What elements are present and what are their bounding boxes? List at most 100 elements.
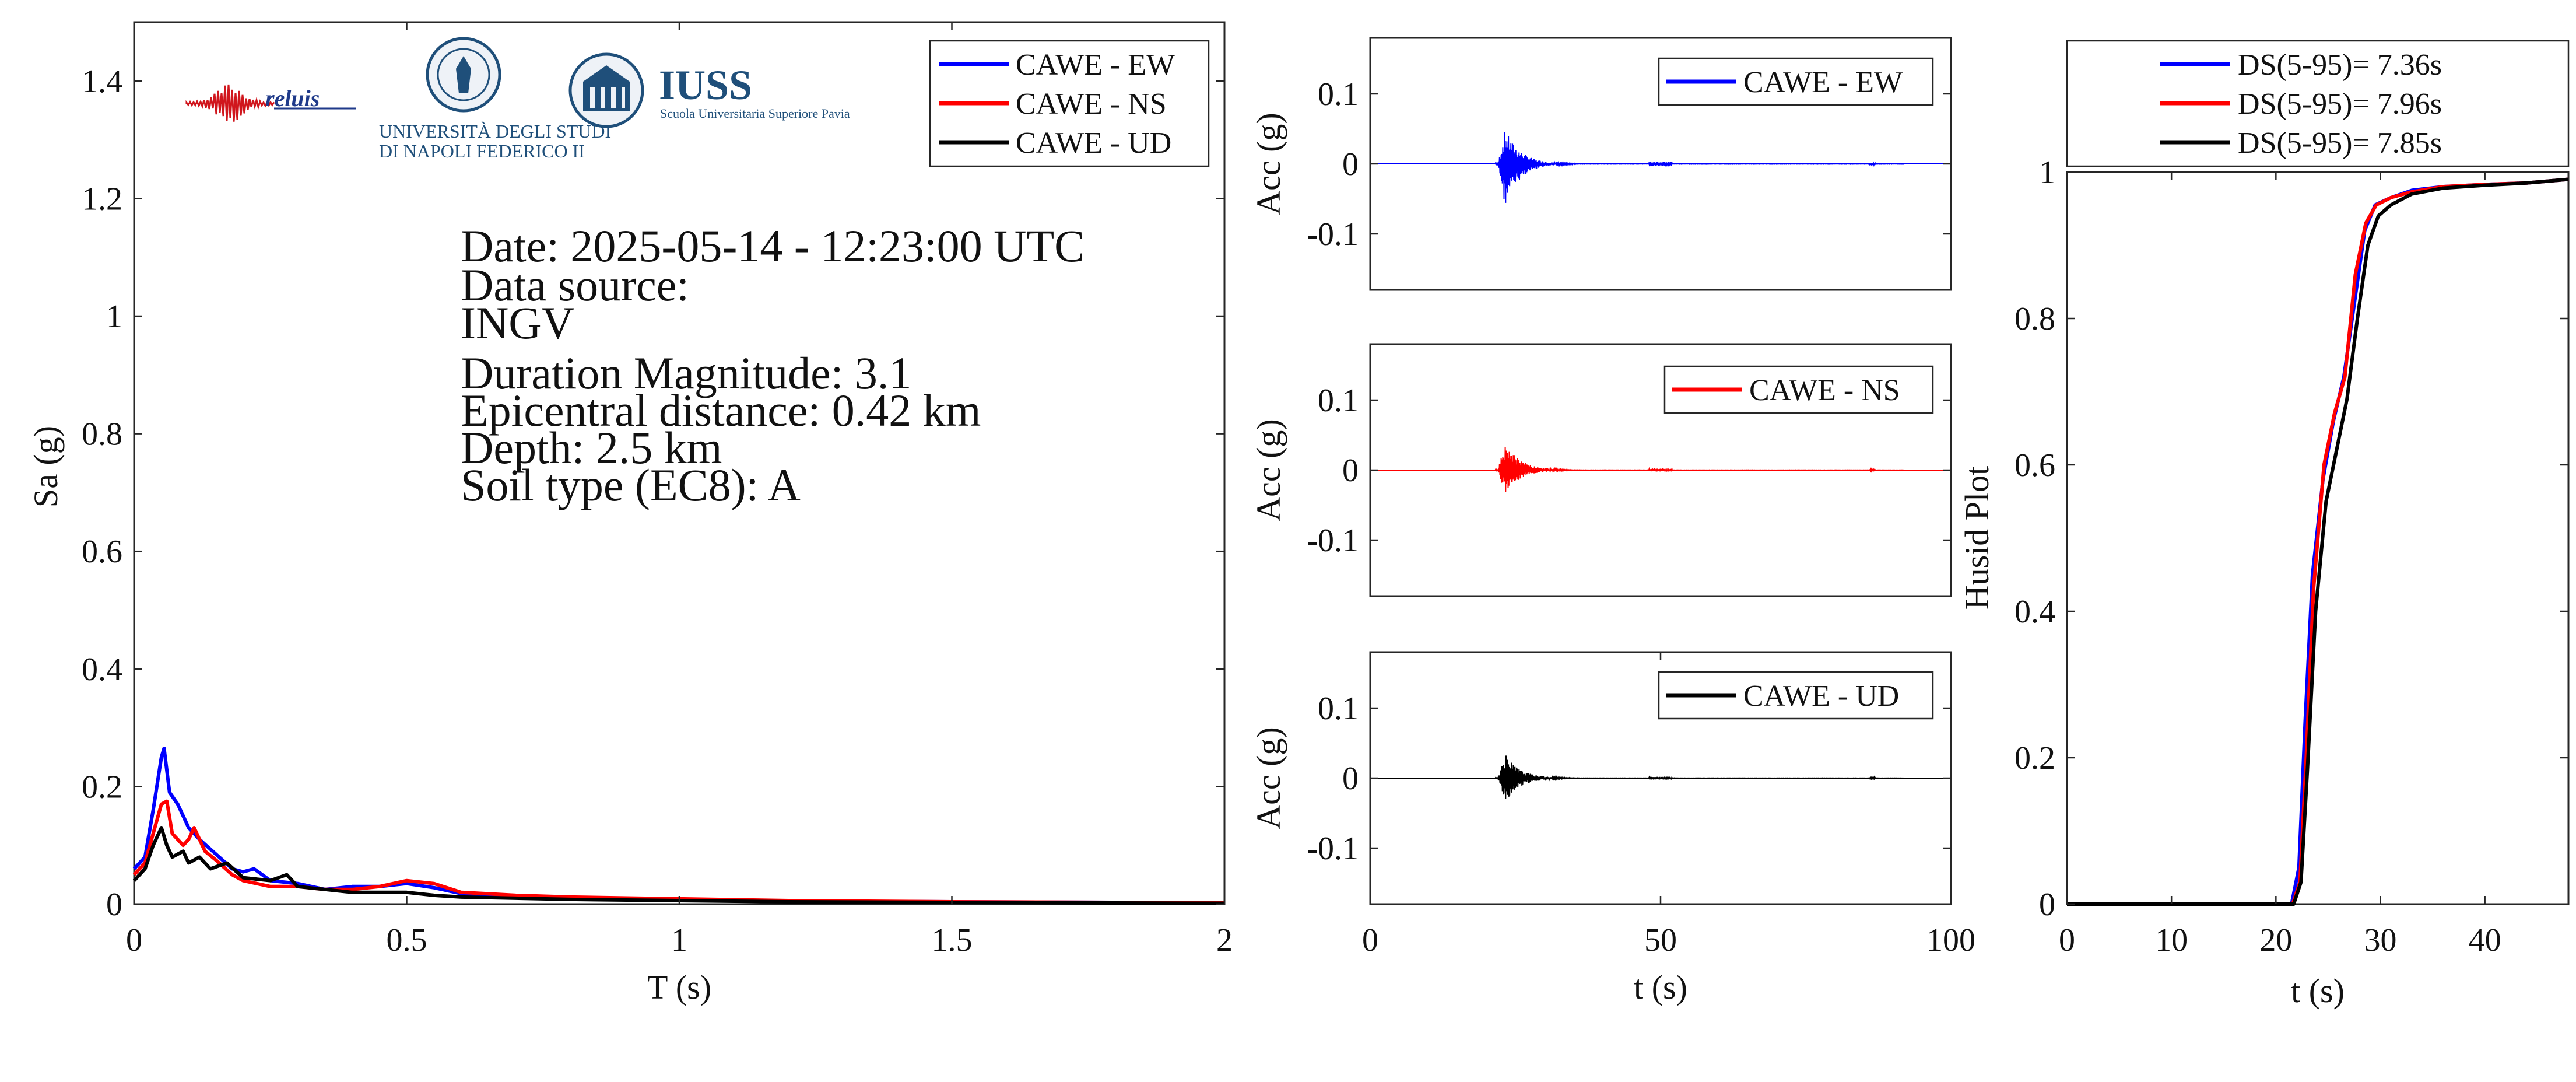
acc-ud-x-label: t (s) (1634, 968, 1687, 1006)
acc-ud-xtick-label: 100 (1926, 922, 1975, 958)
spectrum-xtick-label: 0.5 (387, 922, 427, 958)
acc-ew-legend: CAWE - EW (1658, 57, 1934, 106)
info-date: Date: 2025-05-14 - 12:23:00 UTC (461, 220, 1085, 271)
acc-ud-ytick-label: 0.1 (1318, 691, 1359, 727)
spectrum-ytick-label: 0 (106, 887, 122, 923)
spectrum-ytick-label: 1.4 (82, 64, 122, 100)
husid-ticks: 00.20.40.60.810 10 20 30 40 (2015, 155, 2568, 958)
unina-logo-line2: DI NAPOLI FEDERICO II (379, 141, 585, 162)
spectrum-xtick-label: 1.5 (932, 922, 973, 958)
husid-legend-box (2066, 40, 2570, 167)
acc-ew-ytick-label: 0.1 (1318, 76, 1359, 113)
spectrum-legend-ud: CAWE - UD (1016, 127, 1171, 160)
iuss-logo-subtitle: Scuola Universitaria Superiore Pavia (660, 106, 850, 121)
spectrum-series-line-2 (132, 826, 1225, 905)
acc-ew-series-layer (1370, 132, 1951, 203)
acc-ud-ytick-label: 0 (1342, 761, 1359, 797)
husid-legend-ew: DS(5-95)= 7.36s (2238, 48, 2442, 82)
acc-ud-trace (1494, 755, 1905, 799)
spectrum-legend-ns: CAWE - NS (1016, 87, 1167, 121)
unina-logo-line1: UNIVERSITÀ DEGLI STUDI (379, 121, 611, 142)
spectrum-ytick-label: 1.2 (82, 181, 122, 217)
unina-seal-figure (456, 56, 471, 93)
reluis-seismogram-icon (185, 84, 275, 122)
husid-y-label: Husid Plot (1958, 466, 1996, 610)
spectrum-series-line-1 (132, 799, 1225, 905)
husid-series-layer (2067, 177, 2569, 906)
spectrum-legend-ew: CAWE - EW (1016, 48, 1175, 82)
acc-ud-ticks: 0.1 0 -0.1 0 50 100 (1307, 652, 1975, 958)
husid-panel: 00.20.40.60.810 10 20 30 40 t (s) Husid Plot… (1958, 40, 2570, 1010)
husid-ytick-label: 0.6 (2015, 447, 2055, 484)
iuss-logo: IUSS Scuola Universitaria Superiore Pavi… (568, 52, 850, 128)
acc-ns-ytick-label: 0 (1342, 453, 1359, 489)
reluis-logo: reluis (185, 84, 356, 122)
acc-ns-legend-label: CAWE - NS (1749, 374, 1900, 407)
acc-ud-series-layer (1370, 755, 1951, 799)
acc-ud-xtick-label: 0 (1362, 922, 1378, 958)
husid-legend: DS(5-95)= 7.36s DS(5-95)= 7.96s DS(5-95)… (2066, 40, 2570, 167)
info-source: INGV (461, 297, 574, 348)
spectrum-plot-area (133, 21, 1226, 905)
acc-ew-legend-label: CAWE - EW (1743, 66, 1903, 99)
acc-ns-trace (1494, 447, 1905, 492)
acc-ud-y-label: Acc (g) (1250, 727, 1287, 829)
spectrum-ytick-label: 0.4 (82, 652, 122, 688)
acc-ew-panel: 0.1 0 -0.1 Acc (g) CAWE - EW (1250, 37, 1952, 291)
acc-ew-y-label: Acc (g) (1250, 113, 1287, 215)
spectrum-x-label: T (s) (647, 968, 711, 1006)
acc-ew-trace (1494, 132, 1905, 203)
husid-x-label: t (s) (2291, 972, 2345, 1010)
spectrum-legend: CAWE - EW CAWE - NS CAWE - UD (929, 40, 1210, 167)
husid-ytick-label: 0 (2039, 887, 2055, 923)
spectrum-ytick-label: 1 (106, 299, 122, 335)
info-depth: Depth: 2.5 km (461, 422, 722, 473)
husid-ytick-label: 0.8 (2015, 301, 2055, 337)
acc-ew-ytick-label: -0.1 (1307, 216, 1359, 253)
spectrum-series-layer (132, 746, 1225, 905)
spectrum-y-label: Sa (g) (27, 426, 65, 507)
acc-ns-panel: 0.1 0 -0.1 Acc (g) CAWE - NS (1250, 343, 1952, 597)
husid-ytick-label: 1 (2039, 155, 2055, 191)
spectrum-ticks: 0 0.2 0.4 0.6 0.8 1 1.2 1.4 0 0.5 1 1.5 2 (82, 22, 1233, 958)
acc-ud-panel: 0.1 0 -0.1 0 50 100 Acc (g) t (s) CAWE - UD (1250, 651, 1975, 1006)
acc-ns-ytick-label: 0.1 (1318, 383, 1359, 419)
spectrum-xtick-label: 2 (1216, 922, 1233, 958)
info-distance: Epicentral distance: 0.42 km (461, 385, 981, 436)
unina-seal-inner (437, 48, 490, 101)
info-source-label: Data source: (461, 260, 689, 310)
acc-ns-series-layer (1370, 447, 1951, 492)
iuss-logo-title: IUSS (659, 62, 752, 108)
acc-ns-ytick-label: -0.1 (1307, 523, 1359, 559)
info-soil: Soil type (EC8): A (461, 460, 801, 510)
acc-ud-ytick-label: -0.1 (1307, 831, 1359, 867)
husid-ytick-label: 0.2 (2015, 740, 2055, 776)
husid-xtick-label: 40 (2469, 922, 2501, 958)
acc-ew-ytick-label: 0 (1342, 146, 1359, 183)
iuss-emblem-building (583, 65, 630, 111)
spectrum-xtick-label: 0 (126, 922, 142, 958)
husid-legend-ud: DS(5-95)= 7.85s (2238, 127, 2442, 160)
event-info: Date: 2025-05-14 - 12:23:00 UTC Data sou… (461, 220, 1085, 510)
spectrum-ytick-label: 0.6 (82, 534, 122, 570)
unina-logo: UNIVERSITÀ DEGLI STUDI DI NAPOLI FEDERIC… (379, 37, 611, 162)
acc-ns-ticks: 0.1 0 -0.1 (1307, 383, 1951, 559)
info-magnitude: Duration Magnitude: 3.1 (461, 348, 911, 398)
spectrum-ytick-label: 0.2 (82, 769, 122, 805)
spectrum-ytick-label: 0.8 (82, 416, 122, 453)
husid-ytick-label: 0.4 (2015, 594, 2055, 630)
spectrum-xtick-label: 1 (671, 922, 687, 958)
spectrum-panel: 0 0.2 0.4 0.6 0.8 1 1.2 1.4 0 0.5 1 1.5 2 T (s) Sa (… (27, 21, 1233, 1006)
reluis-logo-text: reluis (265, 85, 320, 111)
acc-ns-y-label: Acc (g) (1250, 419, 1287, 521)
husid-xtick-label: 20 (2259, 922, 2292, 958)
acc-ud-legend-label: CAWE - UD (1743, 680, 1899, 713)
acc-ud-xtick-label: 50 (1644, 922, 1677, 958)
acc-ew-ticks: 0.1 0 -0.1 (1307, 76, 1951, 253)
husid-series-line-2 (2067, 177, 2569, 906)
husid-xtick-label: 30 (2364, 922, 2397, 958)
husid-xtick-label: 10 (2155, 922, 2188, 958)
acc-ns-legend: CAWE - NS (1663, 365, 1934, 414)
acc-ud-legend: CAWE - UD (1658, 671, 1934, 720)
